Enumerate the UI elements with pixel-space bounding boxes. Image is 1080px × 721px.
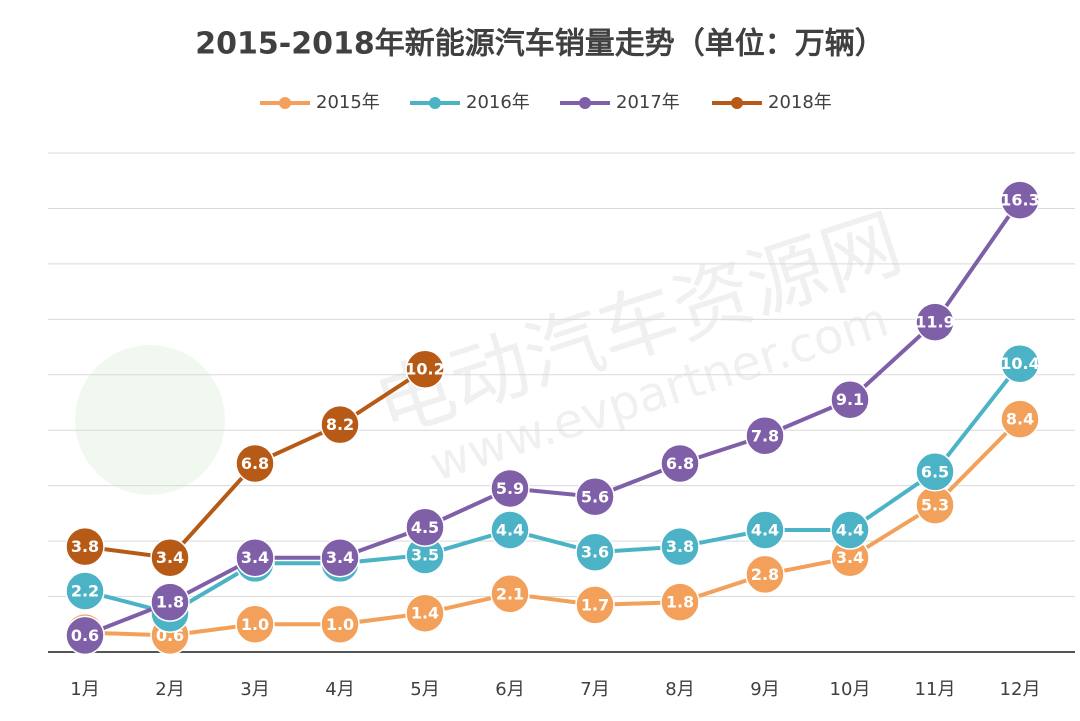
data-label: 6.8 [241, 454, 269, 473]
legend-marker [429, 97, 441, 109]
data-label: 10.2 [405, 360, 444, 379]
data-label: 3.4 [241, 548, 269, 567]
data-label: 6.5 [921, 462, 949, 481]
data-point [65, 526, 105, 567]
data-label: 7.8 [751, 426, 779, 445]
data-label: 3.4 [156, 548, 184, 567]
data-point [490, 574, 530, 614]
data-point [65, 571, 105, 611]
data-label: 0.6 [71, 626, 99, 645]
data-label: 11.9 [915, 313, 954, 332]
data-point [490, 468, 530, 509]
data-point [830, 379, 870, 420]
x-tick-label: 3月 [240, 679, 269, 700]
data-point [745, 510, 785, 550]
data-point [745, 416, 785, 456]
legend-label: 2015年 [316, 92, 380, 113]
data-label: 16.3 [1000, 191, 1039, 210]
data-label: 5.3 [921, 496, 949, 515]
data-label: 4.4 [751, 521, 779, 540]
data-label: 2.8 [751, 565, 779, 584]
data-point [660, 582, 700, 622]
data-point [490, 510, 530, 550]
data-label: 4.4 [496, 521, 524, 540]
chart-title: 2015-2018年新能源汽车销量走势（单位：万辆） [195, 27, 884, 62]
data-label: 3.8 [71, 537, 99, 556]
data-point [915, 302, 955, 342]
x-tick-label: 10月 [830, 679, 871, 700]
data-point [235, 604, 275, 645]
data-label: 3.8 [666, 537, 694, 556]
x-tick-label: 5月 [410, 679, 439, 700]
data-label: 4.5 [411, 518, 439, 537]
data-point [320, 604, 360, 645]
data-point [575, 585, 615, 625]
data-label: 3.5 [411, 545, 439, 564]
data-label: 6.8 [666, 454, 694, 473]
data-label: 10.4 [1000, 354, 1039, 373]
data-point [235, 537, 275, 578]
data-point [575, 532, 615, 572]
data-point [1000, 399, 1040, 439]
data-point [405, 507, 445, 547]
data-point [1000, 180, 1040, 220]
data-point [915, 452, 955, 492]
data-label: 1.0 [326, 615, 354, 634]
data-label: 9.1 [836, 390, 864, 409]
legend-marker [279, 97, 291, 109]
x-tick-label: 11月 [915, 679, 956, 700]
data-point [830, 510, 870, 550]
data-point [660, 443, 700, 484]
data-point [150, 582, 190, 622]
data-label: 8.4 [1006, 410, 1034, 429]
data-label: 3.6 [581, 543, 609, 562]
data-point [1000, 343, 1040, 384]
data-label: 5.9 [496, 479, 524, 498]
legend-label: 2017年 [616, 92, 680, 113]
x-tick-label: 12月 [1000, 679, 1041, 700]
data-label: 1.0 [241, 615, 269, 634]
legend-label: 2018年 [768, 92, 832, 113]
data-point [235, 443, 275, 484]
data-point [660, 526, 700, 567]
data-label: 2.2 [71, 582, 99, 601]
data-label: 1.4 [411, 604, 439, 623]
data-point [150, 537, 190, 578]
x-tick-label: 8月 [665, 679, 694, 700]
legend-marker [579, 97, 591, 109]
data-point [65, 615, 105, 656]
data-label: 4.4 [836, 521, 864, 540]
x-tick-label: 4月 [325, 679, 354, 700]
legend-marker [731, 97, 743, 109]
data-point [745, 554, 785, 595]
data-label: 2.1 [496, 584, 524, 603]
x-tick-label: 1月 [70, 679, 99, 700]
data-label: 1.8 [156, 593, 184, 612]
data-label: 3.4 [326, 548, 354, 567]
x-tick-label: 2月 [155, 679, 184, 700]
legend-label: 2016年 [466, 92, 530, 113]
x-tick-label: 9月 [750, 679, 779, 700]
data-label: 5.6 [581, 487, 609, 506]
data-point [405, 349, 445, 389]
data-point [320, 537, 360, 578]
data-point [405, 593, 445, 633]
x-tick-label: 6月 [495, 679, 524, 700]
data-label: 1.7 [581, 595, 609, 614]
x-tick-label: 7月 [580, 679, 609, 700]
data-label: 3.4 [836, 548, 864, 567]
data-label: 8.2 [326, 415, 354, 434]
data-label: 1.8 [666, 593, 694, 612]
data-point [575, 477, 615, 517]
data-point [320, 404, 360, 445]
watermark-logo [75, 345, 225, 495]
